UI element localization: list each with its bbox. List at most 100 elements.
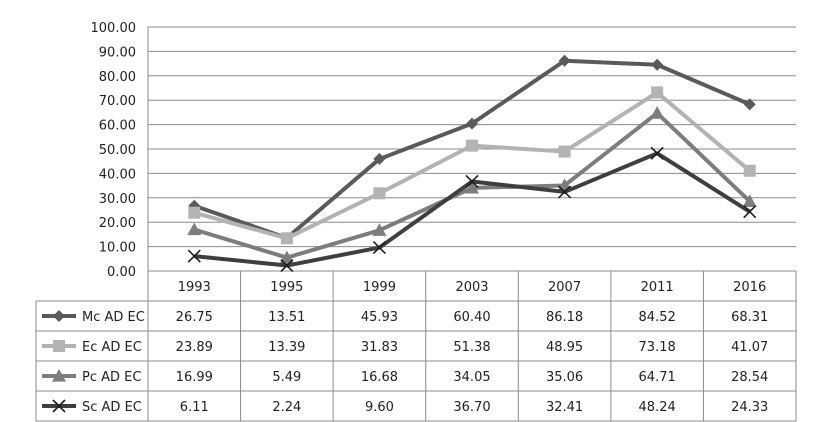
x-marker-stroke (558, 185, 572, 199)
data-label: 23.89 (176, 340, 213, 355)
x-tick-label: 1993 (178, 280, 211, 295)
data-label: 68.31 (731, 310, 768, 325)
legend-entry: Mc AD EC (82, 310, 145, 325)
legend-marker (52, 369, 66, 382)
data-label: 13.51 (268, 310, 305, 325)
data-point (372, 223, 387, 236)
data-label: 9.60 (365, 400, 394, 415)
series-sc-ad-ec (187, 146, 757, 273)
legend-key (42, 369, 76, 382)
data-label: 13.39 (268, 340, 305, 355)
data-label: 35.06 (546, 370, 583, 385)
x-tick-label: 2007 (548, 280, 581, 295)
y-tick-label: 30.00 (99, 192, 136, 207)
y-tick-label: 40.00 (99, 167, 136, 182)
data-point (742, 194, 757, 207)
data-label: 41.07 (731, 340, 768, 355)
legend-key (42, 340, 76, 352)
data-label: 6.11 (180, 400, 209, 415)
x-tick-label: 1999 (363, 280, 396, 295)
series-pc-ad-ec (187, 106, 757, 264)
series-line (193, 90, 752, 241)
data-label: 64.71 (639, 370, 676, 385)
legend-entry: Pc AD EC (82, 370, 141, 385)
data-point (558, 54, 571, 67)
data-point (651, 86, 664, 99)
data-label: 48.95 (546, 340, 583, 355)
legend-entry: Ec AD EC (82, 340, 142, 355)
data-label: 5.49 (272, 370, 301, 385)
x-marker-stroke (187, 249, 201, 263)
data-point (373, 187, 386, 200)
y-axis-ticks: 0.00 10.00 20.00 30.00 40.00 50.00 60.00 70.00 8… (91, 21, 137, 280)
data-label: 73.18 (639, 340, 676, 355)
x-marker-stroke (650, 146, 664, 160)
data-label: 45.93 (361, 310, 398, 325)
data-label: 86.18 (546, 310, 583, 325)
data-point (743, 98, 756, 111)
data-point (372, 241, 386, 255)
data-label: 32.41 (546, 400, 583, 415)
data-point (466, 117, 478, 130)
data-label: 16.68 (361, 370, 398, 385)
data-point (373, 152, 386, 165)
x-marker-stroke (743, 205, 757, 219)
data-point (279, 250, 294, 264)
y-tick-label: 90.00 (99, 45, 136, 60)
data-point (187, 249, 201, 263)
data-label: 26.75 (176, 310, 213, 325)
x-tick-label: 2003 (455, 280, 488, 295)
x-marker-stroke (280, 258, 294, 273)
series-lines (187, 54, 757, 273)
x-marker-stroke (52, 399, 66, 413)
x-tick-label: 2011 (641, 280, 674, 295)
data-point (466, 139, 478, 152)
x-tick-label: 2016 (733, 280, 766, 295)
data-point (558, 185, 572, 199)
data-point (650, 146, 664, 160)
data-point (187, 222, 202, 236)
series-ec-ad-ec (188, 86, 756, 245)
y-tick-label: 20.00 (99, 216, 136, 231)
legend-marker (53, 310, 65, 322)
data-point (280, 258, 294, 273)
data-point (651, 58, 664, 71)
x-marker-stroke (372, 241, 386, 255)
data-point (743, 205, 757, 219)
data-label: 2.24 (272, 400, 301, 415)
data-point (650, 106, 665, 119)
data-point (188, 206, 201, 219)
legend-key (42, 310, 76, 322)
legend-marker (52, 399, 66, 413)
data-label: 84.52 (639, 310, 676, 325)
legend-key (42, 399, 76, 413)
x-marker-stroke (465, 174, 479, 189)
x-tick-label: 1995 (270, 280, 303, 295)
y-tick-label: 80.00 (99, 70, 136, 85)
data-point (558, 145, 571, 158)
data-point (465, 174, 479, 189)
data-label: 36.70 (453, 400, 490, 415)
data-label: 48.24 (639, 400, 676, 415)
data-label: 16.99 (176, 370, 213, 385)
y-tick-label: 60.00 (99, 119, 136, 134)
y-tick-label: 10.00 (99, 241, 136, 256)
data-label: 34.05 (453, 370, 490, 385)
series-line (194, 151, 751, 268)
y-tick-label: 100.00 (91, 21, 137, 36)
y-tick-label: 50.00 (99, 143, 136, 158)
data-label: 31.83 (361, 340, 398, 355)
data-point (465, 180, 479, 194)
data-label: 28.54 (731, 370, 768, 385)
data-label: 24.33 (731, 400, 768, 415)
y-tick-label: 0.00 (107, 265, 136, 280)
data-table: 1993 1995 1999 2003 2007 2011 2016 Mc AD EC 26.7… (35, 270, 797, 422)
data-point (743, 164, 756, 177)
data-label: 51.38 (453, 340, 490, 355)
data-label: 60.40 (453, 310, 490, 325)
legend-marker (53, 340, 65, 352)
legend-entry: Sc AD EC (82, 400, 142, 415)
y-tick-label: 70.00 (99, 94, 136, 109)
data-point (280, 232, 293, 245)
